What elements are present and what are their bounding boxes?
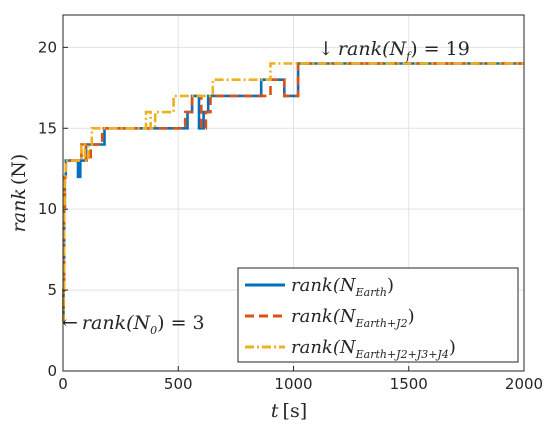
series-line-earth-j2-j3-j4	[62, 62, 524, 324]
y-tick-label: 0	[47, 362, 57, 380]
legend-label-earth-j2-j3-j4: rank(NEarth+J2+J3+J4)	[291, 337, 456, 361]
y-tick-label: 5	[47, 281, 57, 299]
y-tick-label: 10	[38, 200, 57, 218]
ticks: 0 500 1000 1500 2000 0 5 10 15 20	[38, 38, 543, 393]
annotation-final-rank: ↓ rank(Nf) = 19	[318, 38, 470, 63]
annotation-initial-rank: ← rank(N0) = 3	[62, 312, 205, 337]
y-tick-label: 20	[38, 38, 57, 56]
x-tick-label: 1000	[274, 375, 312, 393]
x-tick-label: 0	[58, 375, 68, 393]
y-tick-label: 15	[38, 119, 57, 137]
legend: rank(NEarth) rank(NEarth+J2) rank(NEarth…	[237, 267, 519, 363]
x-tick-label: 500	[164, 375, 193, 393]
series-lines	[62, 62, 524, 324]
legend-label-earth: rank(NEarth)	[291, 275, 394, 299]
x-tick-label: 1500	[390, 375, 428, 393]
x-axis-label: t [s]	[271, 400, 307, 422]
legend-label-earth-j2: rank(NEarth+J2)	[291, 306, 415, 330]
y-axis-label: rank(N)	[8, 154, 30, 233]
x-tick-label: 2000	[505, 375, 543, 393]
